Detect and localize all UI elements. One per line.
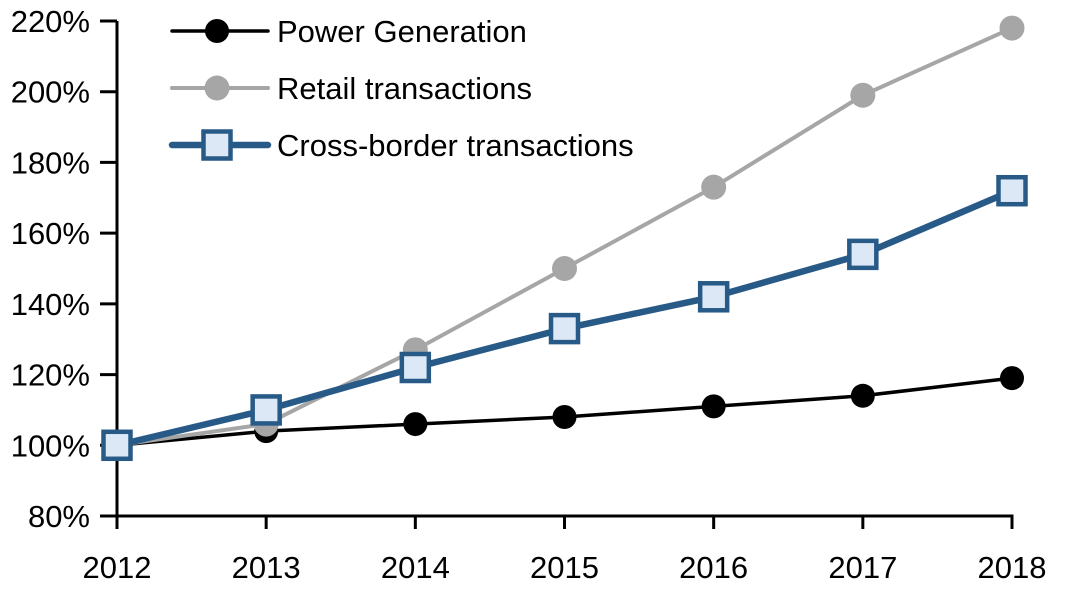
x-tick-label-2012: 2012 xyxy=(83,550,152,585)
series-power-generation-marker-2017 xyxy=(850,383,875,408)
legend-swatch-marker-cross-border-transactions xyxy=(201,129,233,161)
series-cross-border-transactions-marker-2013 xyxy=(250,394,282,426)
series-retail-transactions-marker-2016 xyxy=(701,174,727,200)
legend-swatch-marker-retail-transactions xyxy=(204,75,230,101)
legend-label-retail-transactions: Retail transactions xyxy=(277,71,532,106)
series-cross-border-transactions-marker-2017 xyxy=(847,238,879,271)
y-tick-label-80: 80% xyxy=(28,499,90,534)
y-tick-label-140: 140% xyxy=(11,287,90,322)
series-cross-border-transactions-marker-2016 xyxy=(697,281,730,313)
series-retail-transactions-marker-2017 xyxy=(850,82,876,108)
series-cross-border-transactions-marker-2015 xyxy=(548,312,581,345)
legend-swatch-marker-power-generation xyxy=(205,19,229,43)
x-tick-label-2015: 2015 xyxy=(530,550,599,585)
x-tick-label-2018: 2018 xyxy=(978,550,1047,585)
y-tick-label-120: 120% xyxy=(11,358,90,393)
x-tick-label-2017: 2017 xyxy=(828,550,897,585)
x-tick-label-2013: 2013 xyxy=(232,550,301,585)
series-retail-transactions-marker-2018 xyxy=(999,15,1025,41)
x-tick-label-2016: 2016 xyxy=(679,550,748,585)
series-power-generation-marker-2016 xyxy=(701,394,726,419)
series-power-generation-marker-2014 xyxy=(403,412,428,437)
series-power-generation-marker-2018 xyxy=(1000,366,1024,391)
x-tick-label-2014: 2014 xyxy=(381,550,450,585)
y-tick-label-220: 220% xyxy=(11,4,90,39)
legend-label-cross-border-transactions: Cross-border transactions xyxy=(277,128,634,163)
y-tick-label-160: 160% xyxy=(11,216,90,251)
series-power-generation-marker-2015 xyxy=(552,405,577,429)
series-cross-border-transactions-marker-2012 xyxy=(101,429,133,462)
legend-label-power-generation: Power Generation xyxy=(277,14,527,49)
y-tick-label-100: 100% xyxy=(11,428,90,463)
y-tick-label-200: 200% xyxy=(11,75,90,110)
series-cross-border-transactions-marker-2018 xyxy=(996,174,1028,207)
y-tick-label-180: 180% xyxy=(11,145,90,180)
series-retail-transactions-marker-2015 xyxy=(552,256,577,281)
series-cross-border-transactions-marker-2014 xyxy=(399,351,432,384)
